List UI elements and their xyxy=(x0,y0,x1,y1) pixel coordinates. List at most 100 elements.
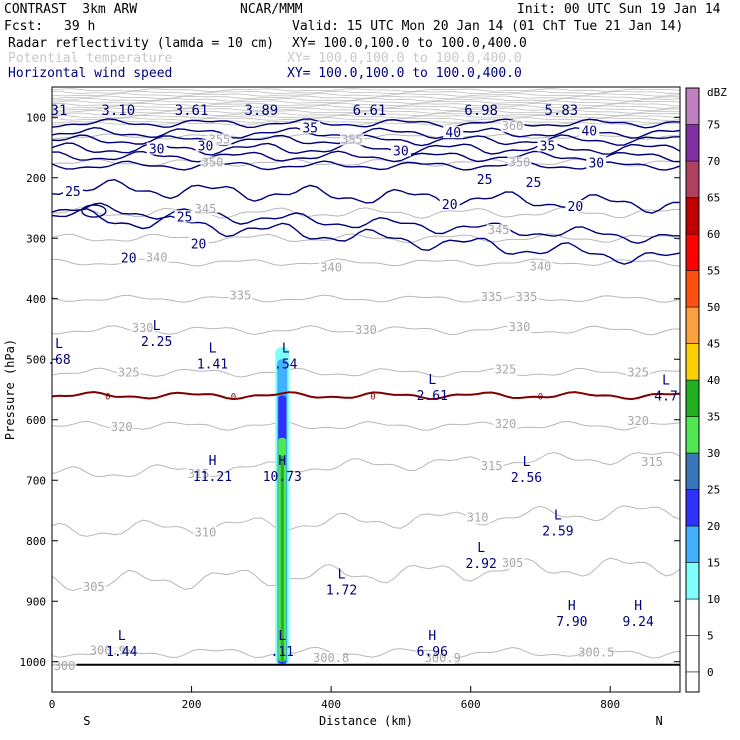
theta-label: 305 xyxy=(83,580,105,594)
colorbar-tick-label: 55 xyxy=(707,265,720,278)
wind-contour xyxy=(51,134,681,147)
y-tick-label: 600 xyxy=(26,414,46,427)
wind-label-bg xyxy=(439,198,460,211)
wind-label: 30 xyxy=(149,143,165,158)
theta-label-bg xyxy=(52,659,77,672)
freezing-level-label: 0 xyxy=(538,393,543,403)
colorbar-tick-label: 75 xyxy=(707,119,720,132)
theta-contour-dense xyxy=(52,97,681,102)
freezing-level-label: 0 xyxy=(370,393,375,403)
forecast-hour: 39 h xyxy=(64,19,96,34)
field-reflectivity-xy: XY= 100.0,100.0 to 100.0,400.0 xyxy=(292,36,527,51)
theta-label-bg xyxy=(109,420,134,433)
theta-label-bg xyxy=(493,417,518,430)
colorbar-frame xyxy=(685,87,700,693)
theta-label-bg xyxy=(95,644,120,657)
extremum-value: 4.7 xyxy=(654,389,677,404)
freezing-level-line xyxy=(51,390,681,401)
theta-label: 315 xyxy=(641,455,663,469)
theta-label: 340 xyxy=(146,250,168,264)
reflectivity-fill xyxy=(275,347,290,665)
colorbar-tick-label: 30 xyxy=(707,447,720,460)
y-tick-label: 500 xyxy=(26,353,46,366)
y-tick-label: 400 xyxy=(26,293,46,306)
theta-label-bg xyxy=(584,646,609,659)
colorbar-tick-label: 0 xyxy=(707,666,714,679)
theta-contour xyxy=(51,420,681,431)
theta-label: 350 xyxy=(509,155,531,169)
colorbar-tick-label: 60 xyxy=(707,228,720,241)
field-reflectivity-name: Radar reflectivity (lamda = 10 cm) xyxy=(8,36,275,51)
colorbar-segment xyxy=(685,306,700,344)
theta-label: 335 xyxy=(481,290,503,304)
wind-label: 20 xyxy=(568,200,584,215)
wind-label-bg xyxy=(586,156,607,169)
theta-label-bg xyxy=(340,133,365,146)
theta-contour xyxy=(51,505,681,537)
theta-label-bg xyxy=(193,203,218,216)
extremum-letter: L xyxy=(523,455,531,470)
colorbar-tick-label: 65 xyxy=(707,192,720,205)
theta-label-bg xyxy=(500,120,525,133)
wind-label: 20 xyxy=(121,251,137,266)
theta-label-bg xyxy=(507,156,532,169)
y-axis-label: Pressure (hPa) xyxy=(3,339,17,440)
wind-label-bg xyxy=(300,121,321,134)
wind-label-bg xyxy=(195,139,216,152)
theta-contour-dense xyxy=(51,95,681,100)
y-tick-label: 900 xyxy=(26,595,46,608)
theta-label-bg xyxy=(130,322,155,335)
theta-label: 350 xyxy=(202,155,224,169)
colorbar-segment xyxy=(685,124,700,162)
extremum-value: 6.96 xyxy=(417,645,448,660)
theta-label: 335 xyxy=(516,290,538,304)
theta-label: 320 xyxy=(495,417,517,431)
wind-contour xyxy=(51,202,680,245)
reflectivity-35dbz xyxy=(280,456,284,662)
wind-contour xyxy=(51,126,681,140)
theta-label-bg xyxy=(514,290,539,303)
y-tick-label: 800 xyxy=(26,535,46,548)
extremum-value: .54 xyxy=(274,357,298,372)
freezing-level-label: 0 xyxy=(105,393,110,403)
wind-label-bg xyxy=(62,184,83,197)
wind-label-bg xyxy=(537,139,558,152)
extremum-value: .11 xyxy=(271,645,294,660)
theta-label-bg xyxy=(319,261,344,274)
theta-label-bg xyxy=(144,251,169,264)
plot-frame xyxy=(51,86,681,693)
theta-contour-dense xyxy=(51,102,681,107)
wind-contour-closed xyxy=(81,204,107,218)
theta-label-bg xyxy=(640,455,665,468)
theta-contour xyxy=(51,233,681,244)
wind-label: 25 xyxy=(477,173,493,188)
theta-label: 345 xyxy=(488,223,510,237)
theta-label: 325 xyxy=(495,362,517,376)
extremum-value: 2.59 xyxy=(542,524,573,539)
y-tick-label: 200 xyxy=(26,172,46,185)
top-extremum-value: 6.98 xyxy=(464,103,498,119)
extremum-value: 7.90 xyxy=(556,615,587,630)
extremum-value: 1.44 xyxy=(106,645,137,660)
x-axis-left-end: S xyxy=(83,714,90,728)
colorbar-tick-label: 15 xyxy=(707,557,720,570)
y-tick-label: 700 xyxy=(26,474,46,487)
theta-contour xyxy=(51,646,681,659)
colorbar-tick-label: 20 xyxy=(707,520,720,533)
colorbar-segment xyxy=(685,343,700,381)
extremum-letter: L xyxy=(118,629,126,644)
theta-label: 325 xyxy=(627,365,649,379)
init-time: Init: 00 UTC Sun 19 Jan 14 xyxy=(517,2,721,17)
x-tick-label: 0 xyxy=(49,698,56,711)
colorbar-tick-label: 5 xyxy=(707,630,714,643)
theta-contour xyxy=(51,294,681,303)
field-wind-name: Horizontal wind speed xyxy=(8,66,173,81)
theta-contour-dense xyxy=(51,117,681,121)
y-tick-label: 1000 xyxy=(20,656,47,669)
extremum-value: 2.92 xyxy=(465,557,496,572)
theta-label: 300.9 xyxy=(425,651,461,665)
extremum-letter: H xyxy=(209,454,217,469)
wind-label-bg xyxy=(146,142,167,155)
theta-label: 300 xyxy=(54,659,76,673)
theta-label: 320 xyxy=(111,420,133,434)
